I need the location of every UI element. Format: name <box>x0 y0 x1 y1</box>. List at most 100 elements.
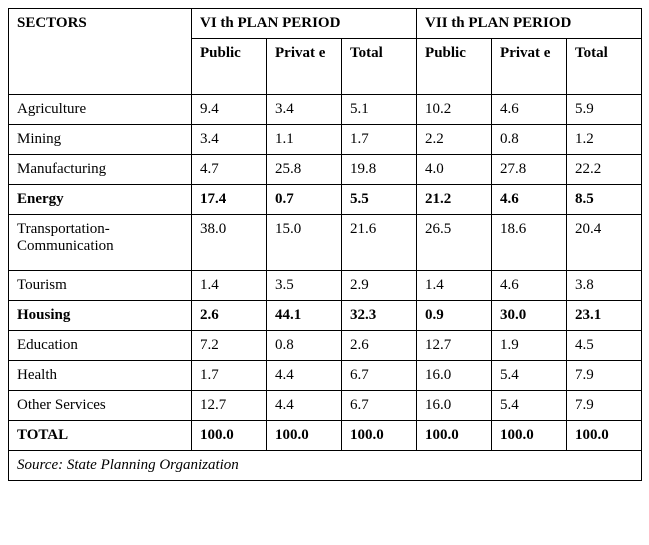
num-cell: 4.4 <box>267 361 342 391</box>
table-row-total: TOTAL 100.0 100.0 100.0 100.0 100.0 100.… <box>9 421 642 451</box>
num-cell: 4.6 <box>492 95 567 125</box>
num-cell: 4.6 <box>492 185 567 215</box>
table-row-bold: Energy 17.4 0.7 5.5 21.2 4.6 8.5 <box>9 185 642 215</box>
sector-cell: TOTAL <box>9 421 192 451</box>
table-row: Agriculture 9.4 3.4 5.1 10.2 4.6 5.9 <box>9 95 642 125</box>
num-cell: 2.2 <box>417 125 492 155</box>
num-cell: 4.7 <box>192 155 267 185</box>
table-row: Other Services 12.7 4.4 6.7 16.0 5.4 7.9 <box>9 391 642 421</box>
header-row-periods: SECTORS VI th PLAN PERIOD VII th PLAN PE… <box>9 9 642 39</box>
num-cell: 27.8 <box>492 155 567 185</box>
num-cell: 44.1 <box>267 301 342 331</box>
table-row-bold: Housing 2.6 44.1 32.3 0.9 30.0 23.1 <box>9 301 642 331</box>
num-cell: 100.0 <box>342 421 417 451</box>
table-row: Transportation- Communication 38.0 15.0 … <box>9 215 642 271</box>
p1-public-header: Public <box>192 39 267 95</box>
p2-total-header: Total <box>567 39 642 95</box>
source-cell: Source: State Planning Organization <box>9 451 642 481</box>
num-cell: 0.9 <box>417 301 492 331</box>
num-cell: 7.9 <box>567 361 642 391</box>
sector-cell: Agriculture <box>9 95 192 125</box>
num-cell: 1.7 <box>342 125 417 155</box>
num-cell: 3.8 <box>567 271 642 301</box>
num-cell: 21.2 <box>417 185 492 215</box>
num-cell: 38.0 <box>192 215 267 271</box>
num-cell: 100.0 <box>192 421 267 451</box>
num-cell: 17.4 <box>192 185 267 215</box>
num-cell: 16.0 <box>417 391 492 421</box>
num-cell: 2.6 <box>342 331 417 361</box>
sector-cell: Manufacturing <box>9 155 192 185</box>
num-cell: 4.5 <box>567 331 642 361</box>
num-cell: 5.9 <box>567 95 642 125</box>
p2-public-header: Public <box>417 39 492 95</box>
num-cell: 5.1 <box>342 95 417 125</box>
sector-cell: Energy <box>9 185 192 215</box>
num-cell: 32.3 <box>342 301 417 331</box>
num-cell: 5.4 <box>492 391 567 421</box>
table-row: Manufacturing 4.7 25.8 19.8 4.0 27.8 22.… <box>9 155 642 185</box>
num-cell: 15.0 <box>267 215 342 271</box>
num-cell: 0.7 <box>267 185 342 215</box>
sector-cell: Tourism <box>9 271 192 301</box>
sector-cell: Housing <box>9 301 192 331</box>
p1-private-header: Privat e <box>267 39 342 95</box>
num-cell: 6.7 <box>342 361 417 391</box>
period1-header: VI th PLAN PERIOD <box>192 9 417 39</box>
p1-total-header: Total <box>342 39 417 95</box>
num-cell: 1.9 <box>492 331 567 361</box>
sector-cell: Other Services <box>9 391 192 421</box>
num-cell: 4.6 <box>492 271 567 301</box>
num-cell: 16.0 <box>417 361 492 391</box>
period2-header: VII th PLAN PERIOD <box>417 9 642 39</box>
num-cell: 3.5 <box>267 271 342 301</box>
num-cell: 18.6 <box>492 215 567 271</box>
sectors-header: SECTORS <box>9 9 192 95</box>
num-cell: 100.0 <box>417 421 492 451</box>
num-cell: 3.4 <box>267 95 342 125</box>
num-cell: 9.4 <box>192 95 267 125</box>
num-cell: 22.2 <box>567 155 642 185</box>
num-cell: 12.7 <box>192 391 267 421</box>
source-row: Source: State Planning Organization <box>9 451 642 481</box>
table-row: Tourism 1.4 3.5 2.9 1.4 4.6 3.8 <box>9 271 642 301</box>
num-cell: 100.0 <box>267 421 342 451</box>
num-cell: 7.2 <box>192 331 267 361</box>
table-row: Health 1.7 4.4 6.7 16.0 5.4 7.9 <box>9 361 642 391</box>
num-cell: 20.4 <box>567 215 642 271</box>
sector-cell: Transportation- Communication <box>9 215 192 271</box>
num-cell: 100.0 <box>492 421 567 451</box>
num-cell: 2.6 <box>192 301 267 331</box>
num-cell: 1.4 <box>192 271 267 301</box>
num-cell: 26.5 <box>417 215 492 271</box>
num-cell: 5.5 <box>342 185 417 215</box>
num-cell: 30.0 <box>492 301 567 331</box>
num-cell: 7.9 <box>567 391 642 421</box>
num-cell: 2.9 <box>342 271 417 301</box>
p2-private-header: Privat e <box>492 39 567 95</box>
sector-cell: Health <box>9 361 192 391</box>
sector-cell: Mining <box>9 125 192 155</box>
num-cell: 21.6 <box>342 215 417 271</box>
num-cell: 3.4 <box>192 125 267 155</box>
num-cell: 5.4 <box>492 361 567 391</box>
num-cell: 23.1 <box>567 301 642 331</box>
table-row: Education 7.2 0.8 2.6 12.7 1.9 4.5 <box>9 331 642 361</box>
num-cell: 6.7 <box>342 391 417 421</box>
num-cell: 100.0 <box>567 421 642 451</box>
num-cell: 19.8 <box>342 155 417 185</box>
num-cell: 4.0 <box>417 155 492 185</box>
num-cell: 4.4 <box>267 391 342 421</box>
sector-cell: Education <box>9 331 192 361</box>
num-cell: 10.2 <box>417 95 492 125</box>
num-cell: 1.4 <box>417 271 492 301</box>
num-cell: 1.7 <box>192 361 267 391</box>
num-cell: 25.8 <box>267 155 342 185</box>
num-cell: 12.7 <box>417 331 492 361</box>
plan-period-table: SECTORS VI th PLAN PERIOD VII th PLAN PE… <box>8 8 642 481</box>
num-cell: 0.8 <box>267 331 342 361</box>
table-row: Mining 3.4 1.1 1.7 2.2 0.8 1.2 <box>9 125 642 155</box>
num-cell: 8.5 <box>567 185 642 215</box>
num-cell: 1.2 <box>567 125 642 155</box>
num-cell: 1.1 <box>267 125 342 155</box>
